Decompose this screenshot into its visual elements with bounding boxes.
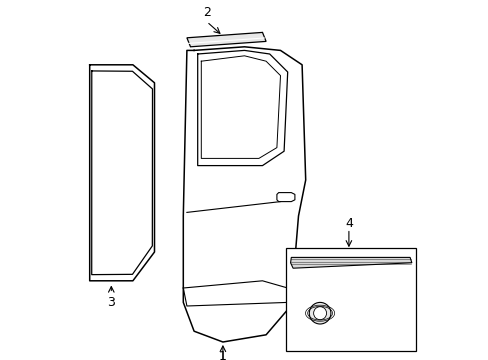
Ellipse shape xyxy=(313,307,326,320)
Text: 4: 4 xyxy=(344,217,352,230)
Polygon shape xyxy=(276,193,294,202)
Text: 2: 2 xyxy=(203,6,210,19)
Polygon shape xyxy=(186,32,265,47)
Polygon shape xyxy=(290,257,411,268)
Ellipse shape xyxy=(309,302,330,324)
Text: 3: 3 xyxy=(107,296,115,309)
Bar xyxy=(285,248,415,351)
Text: 1: 1 xyxy=(219,350,226,360)
